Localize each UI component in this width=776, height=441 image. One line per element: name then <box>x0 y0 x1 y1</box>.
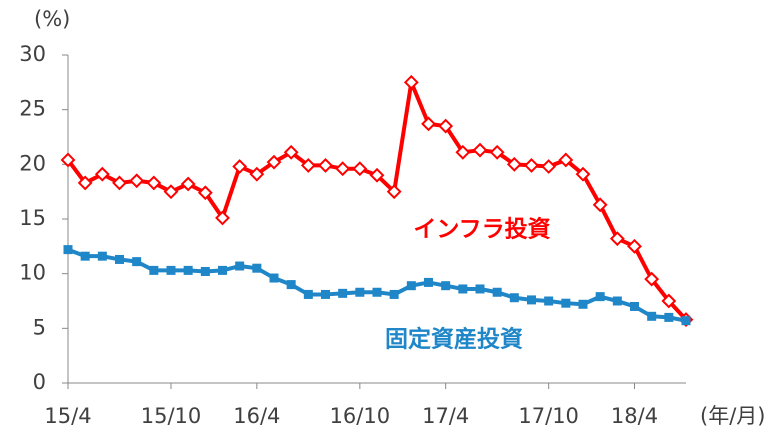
point-marker <box>369 167 385 183</box>
point-marker <box>561 298 571 308</box>
point-marker <box>575 166 591 182</box>
point-marker <box>403 74 419 90</box>
point-marker <box>372 287 382 297</box>
point-marker <box>163 184 179 200</box>
x-tick-label: 15/4 <box>44 404 91 428</box>
point-marker <box>578 299 588 309</box>
y-tick-label: 10 <box>19 261 46 285</box>
point-marker <box>664 312 674 322</box>
point-marker <box>149 265 159 275</box>
point-marker <box>252 263 262 273</box>
x-tick-label: 16/10 <box>330 404 391 428</box>
point-marker <box>60 152 76 168</box>
point-marker <box>386 184 402 200</box>
x-tick-label: 15/10 <box>141 404 202 428</box>
point-marker <box>458 284 468 294</box>
point-marker <box>318 158 333 173</box>
point-marker <box>609 231 625 247</box>
point-marker <box>644 271 660 287</box>
point-marker <box>647 311 657 321</box>
point-marker <box>492 287 502 297</box>
point-marker <box>441 281 451 291</box>
x-tick-label: 16/4 <box>233 404 280 428</box>
point-marker <box>200 266 210 276</box>
point-marker <box>524 158 539 173</box>
point-marker <box>681 316 691 326</box>
point-marker <box>129 173 145 189</box>
point-marker <box>303 289 313 299</box>
point-marker <box>286 280 296 290</box>
point-marker <box>489 144 505 160</box>
y-axis-label: (%) <box>34 7 70 31</box>
point-marker <box>544 296 554 306</box>
point-marker <box>235 261 245 271</box>
x-tick-label: 18/4 <box>611 404 658 428</box>
point-marker <box>475 284 485 294</box>
point-marker <box>455 144 471 160</box>
point-marker <box>389 289 399 299</box>
point-marker <box>527 295 536 305</box>
point-marker <box>355 287 365 297</box>
point-marker <box>661 293 677 309</box>
point-marker <box>592 197 608 213</box>
x-axis-label: (年/月) <box>700 404 765 428</box>
point-marker <box>321 289 330 299</box>
series-line <box>66 80 688 321</box>
point-marker <box>472 142 488 158</box>
x-tick-label: 17/10 <box>518 404 579 428</box>
point-marker <box>232 159 248 174</box>
series-line <box>67 247 687 323</box>
point-marker <box>406 281 416 291</box>
point-marker <box>627 238 642 254</box>
point-marker <box>183 265 193 275</box>
point-marker <box>300 158 316 173</box>
point-marker <box>180 176 196 192</box>
point-marker <box>438 118 454 134</box>
point-marker <box>558 152 574 168</box>
y-tick-label: 25 <box>19 97 46 121</box>
x-tick-label: 17/4 <box>422 404 469 428</box>
point-marker <box>249 166 265 182</box>
point-marker <box>335 161 351 177</box>
point-marker <box>77 175 93 191</box>
y-tick-label: 15 <box>19 206 46 230</box>
series-label: インフラ投資 <box>413 216 550 243</box>
point-marker <box>94 166 110 182</box>
point-marker <box>612 296 622 306</box>
point-marker <box>146 175 162 191</box>
point-marker <box>509 293 519 303</box>
point-marker <box>630 301 639 311</box>
point-marker <box>266 154 282 170</box>
point-marker <box>352 161 368 177</box>
point-marker <box>421 116 436 132</box>
point-marker <box>112 175 127 191</box>
point-marker <box>166 265 176 275</box>
point-marker <box>197 185 213 201</box>
y-tick-label: 30 <box>19 42 46 66</box>
series-label: 固定資産投資 <box>385 326 523 353</box>
y-tick-label: 5 <box>33 315 46 339</box>
y-tick-label: 0 <box>33 370 46 394</box>
point-marker <box>541 159 557 174</box>
y-tick-label: 20 <box>19 151 46 175</box>
point-marker <box>595 292 605 302</box>
point-marker <box>338 288 348 298</box>
point-marker <box>215 210 230 226</box>
point-marker <box>283 144 299 160</box>
point-marker <box>132 257 142 267</box>
point-marker <box>424 277 433 287</box>
point-marker <box>115 254 124 264</box>
point-marker <box>218 265 227 275</box>
point-marker <box>80 251 90 261</box>
point-marker <box>506 156 522 172</box>
point-marker <box>63 245 73 255</box>
point-marker <box>97 251 107 261</box>
point-marker <box>269 273 279 283</box>
